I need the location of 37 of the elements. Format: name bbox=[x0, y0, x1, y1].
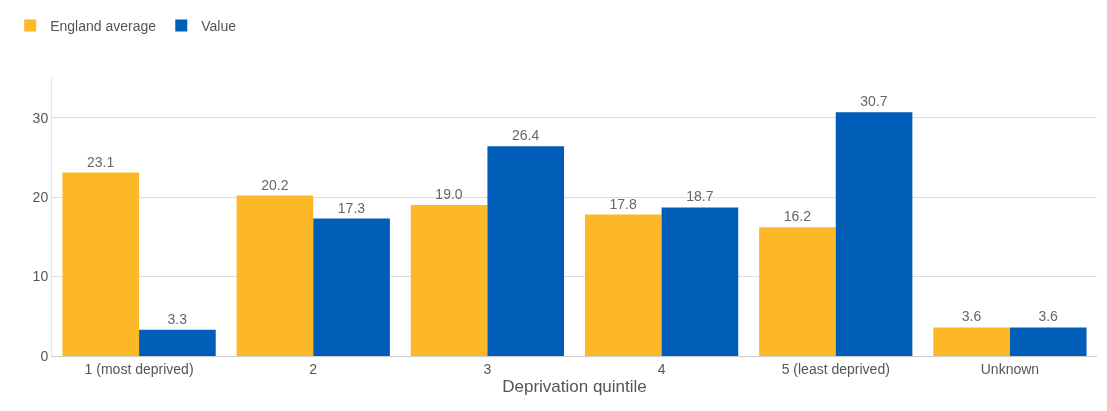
bar bbox=[1009, 327, 1087, 356]
x-axis-title: Deprivation quintile bbox=[502, 377, 647, 397]
bar bbox=[759, 227, 836, 356]
x-tick-label: 3 bbox=[483, 360, 492, 377]
y-tick-label: 10 bbox=[32, 268, 49, 285]
text: 30.7 bbox=[860, 93, 888, 110]
text: 18.7 bbox=[686, 188, 714, 205]
bar bbox=[410, 205, 488, 356]
text: 3.6 bbox=[961, 308, 982, 325]
bar bbox=[933, 327, 1010, 356]
text: 26.4 bbox=[512, 127, 540, 144]
text: 23.1 bbox=[87, 153, 115, 170]
bar bbox=[661, 207, 739, 356]
text: 20.2 bbox=[261, 176, 289, 193]
bar bbox=[487, 146, 565, 356]
bar bbox=[835, 112, 913, 356]
text: 3.6 bbox=[1038, 308, 1058, 325]
legend-label: Value bbox=[201, 17, 237, 34]
y-tick-label: 20 bbox=[32, 189, 49, 206]
text: 19.0 bbox=[435, 186, 463, 203]
x-tick-label: 2 bbox=[309, 360, 318, 377]
bar bbox=[236, 195, 314, 356]
legend-label: England average bbox=[50, 17, 157, 34]
x-tick-label: 5 (least deprived) bbox=[781, 360, 890, 377]
text: 17.3 bbox=[337, 199, 366, 216]
x-tick-label: 1 (most deprived) bbox=[84, 360, 194, 377]
bar bbox=[584, 214, 662, 356]
bar bbox=[62, 172, 140, 356]
bar bbox=[313, 218, 390, 356]
text: 17.8 bbox=[609, 195, 637, 212]
text: 3.3 bbox=[167, 310, 188, 327]
bar bbox=[139, 329, 216, 356]
x-tick-label: Unknown bbox=[980, 360, 1040, 377]
y-tick-label: 0 bbox=[40, 347, 49, 364]
y-tick-label: 30 bbox=[32, 109, 49, 126]
x-tick-label: 4 bbox=[657, 360, 666, 377]
text: 16.2 bbox=[783, 208, 811, 225]
